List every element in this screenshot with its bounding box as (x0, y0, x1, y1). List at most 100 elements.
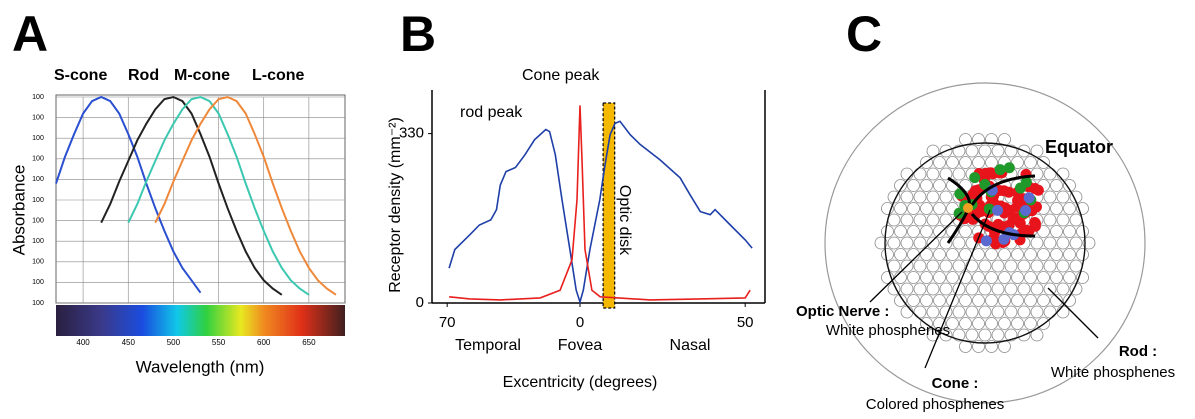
rod-cell (959, 271, 972, 284)
optic-nerve-head (963, 203, 973, 213)
rod-cell (1030, 282, 1044, 296)
x-tick-label: 50 (737, 314, 754, 331)
rod-cell (920, 248, 933, 261)
rod-cell (1050, 179, 1063, 192)
rod-cell (1037, 294, 1050, 307)
rod-cell (991, 282, 1005, 296)
rod-cell (933, 179, 946, 192)
rod-cell (874, 236, 888, 250)
rod-cell (939, 259, 953, 273)
legend-entry: M-cone (174, 67, 230, 84)
region-label: Temporal (455, 337, 521, 354)
rod-cell (1076, 248, 1089, 261)
rod-cell (1063, 225, 1076, 238)
rod-cell (946, 317, 959, 330)
rod-cell (1050, 248, 1063, 261)
rod-cell (946, 271, 959, 284)
rod-cell (1011, 271, 1024, 284)
y-axis-label: Receptor density (mm⁻²) (387, 117, 404, 293)
rod-cell (926, 213, 940, 227)
rod-cell (1024, 271, 1037, 284)
rod-cell (965, 305, 979, 319)
series-label: rod peak (460, 104, 523, 121)
rod-cell (1069, 236, 1083, 250)
rod-cell (1063, 271, 1076, 284)
rod-cell (1037, 271, 1050, 284)
outer-circle (824, 82, 1146, 404)
rod-cell (881, 248, 894, 261)
density-curve (449, 105, 751, 301)
y-tick-label: 100 (32, 94, 44, 101)
rod-cell (1011, 156, 1024, 169)
rod-cell (920, 179, 933, 192)
cone-cell (953, 207, 965, 219)
rod-cell (1024, 317, 1037, 330)
rod-cell (1043, 213, 1057, 227)
rod-cell (1030, 236, 1044, 250)
rod-cell (1050, 294, 1063, 307)
rod-cell (959, 225, 972, 238)
rod-cell (1024, 248, 1037, 261)
rod-cell (972, 294, 985, 307)
x-tick-label: 650 (302, 338, 316, 347)
rod-cell (1037, 225, 1050, 238)
region-label: Nasal (670, 337, 711, 354)
rod-cell (1017, 282, 1031, 296)
rod-cell (998, 271, 1011, 284)
rod-cell (907, 202, 920, 215)
y-tick-label: 100 (32, 217, 44, 224)
rod-cell (933, 271, 946, 284)
equator-circle (884, 142, 1086, 344)
x-tick-label: 0 (576, 314, 584, 331)
rod-cell (985, 271, 998, 284)
cone-cell (1029, 216, 1041, 228)
density-curve (448, 120, 753, 305)
rod-cell (1024, 294, 1037, 307)
spectrum-bar (56, 305, 345, 336)
rod-cell (933, 225, 946, 238)
absorbance-curve (154, 95, 337, 296)
rod-cell (926, 167, 940, 181)
region-label: Fovea (558, 337, 603, 354)
rod-cell (933, 294, 946, 307)
rod-cell (972, 271, 985, 284)
rod-cell (1011, 294, 1024, 307)
rod-cell (978, 305, 992, 319)
rod-cell (900, 236, 914, 250)
y-tick-label: 100 (32, 300, 44, 307)
rod-cell (1063, 294, 1076, 307)
rod-cell (978, 328, 992, 342)
retina-diagram (824, 82, 1146, 404)
rod-cell (907, 248, 920, 261)
nerve-line (970, 213, 1036, 238)
rod-cell (1043, 236, 1057, 250)
rod-cell (920, 294, 933, 307)
rod-cell (1043, 167, 1057, 181)
cone-cell (990, 238, 1002, 250)
y-tick-label: 100 (32, 156, 44, 163)
rod-cell (978, 259, 992, 273)
panel-letter: C (846, 6, 882, 62)
rod-cell (991, 305, 1005, 319)
rod-cell (920, 225, 933, 238)
rod-cell (1043, 259, 1057, 273)
rod-cell (952, 259, 966, 273)
x-tick-label: 600 (257, 338, 271, 347)
rod-cell (998, 248, 1011, 261)
rod-cell (907, 294, 920, 307)
cone-cell (969, 185, 981, 197)
cone-cell (998, 185, 1010, 197)
rod-cell (952, 305, 966, 319)
rod-cell (1017, 305, 1031, 319)
rod-cell (913, 305, 927, 319)
rod-cell (900, 167, 914, 181)
rod-cell (985, 317, 998, 330)
legend-entry: L-cone (252, 67, 305, 84)
y-tick-label: 100 (32, 238, 44, 245)
rod-cell (913, 167, 927, 181)
rod-cell (952, 167, 966, 181)
panel-letter: A (12, 6, 48, 62)
cone-cell (979, 179, 991, 191)
x-tick-label: 400 (76, 338, 90, 347)
x-tick-label: 500 (167, 338, 181, 347)
